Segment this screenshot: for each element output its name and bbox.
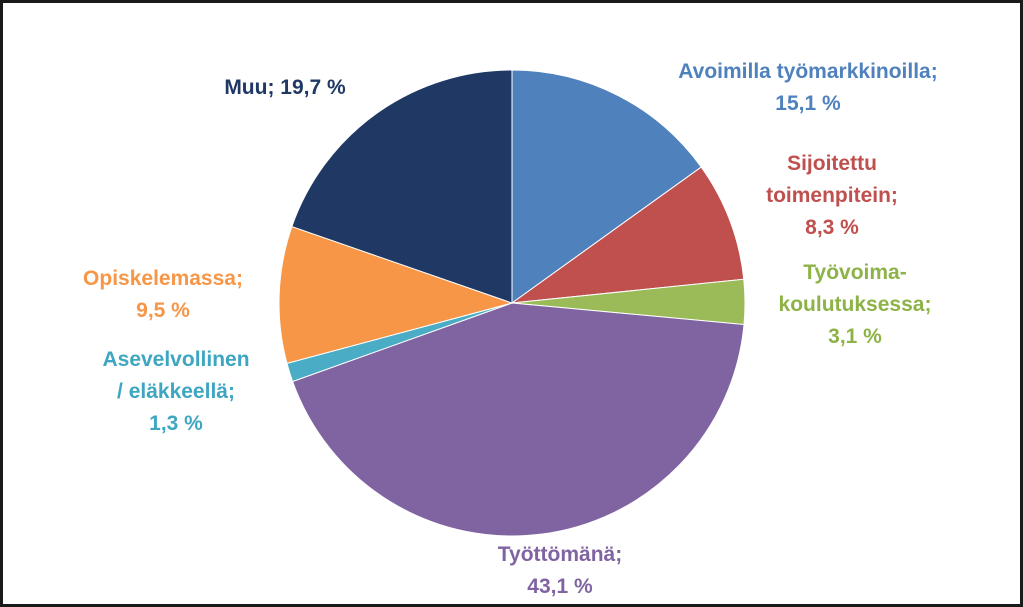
data-label-0-line-1: 15,1 % [775,92,841,115]
data-label-3: Työttömänä; 43,1 % [498,543,622,598]
data-label-2-line-2: 3,1 % [828,325,882,348]
data-label-5: Opiskelemassa; 9,5 % [83,267,243,322]
data-label-6: Muu; 19,7 % [224,76,346,99]
data-label-4-line-2: 1,3 % [149,412,203,435]
data-label-2: Työvoima-koulutuksessa; 3,1 % [779,261,932,348]
data-label-1-line-2: 8,3 % [805,216,859,239]
pie-slice-5 [278,225,514,364]
data-label-0-line-0: Avoimilla työmarkkinoilla; [678,60,937,83]
pie-slice-6 [291,69,513,304]
pie-data-labels: Avoimilla työmarkkinoilla; 15,1 % Sijoitet… [83,60,938,598]
pie-slice-3 [291,302,745,537]
data-label-4: Asevelvollinen / eläkkeellä; 1,3 % [102,348,249,435]
data-label-1: Sijoitettu toimenpitein; 8,3 % [766,152,898,239]
data-label-4-line-0: Asevelvollinen [102,348,249,371]
data-label-5-line-0: Opiskelemassa; [83,267,243,290]
pie-slice-1 [510,166,745,304]
data-label-0: Avoimilla työmarkkinoilla; 15,1 % [678,60,937,115]
data-label-3-line-0: Työttömänä; [498,543,622,566]
data-label-6-line-0: Muu; 19,7 % [224,76,346,99]
data-label-2-line-1: koulutuksessa; [779,293,932,316]
data-label-2-line-0: Työvoima- [803,261,906,284]
data-label-1-line-0: Sijoitettu [787,152,877,175]
data-label-1-line-1: toimenpitein; [766,184,898,207]
pie-slice-0 [511,69,702,304]
data-label-5-line-1: 9,5 % [136,299,190,322]
data-label-4-line-1: / eläkkeellä; [117,380,235,403]
data-label-3-line-1: 43,1 % [527,575,593,598]
pie-slices [278,69,746,537]
